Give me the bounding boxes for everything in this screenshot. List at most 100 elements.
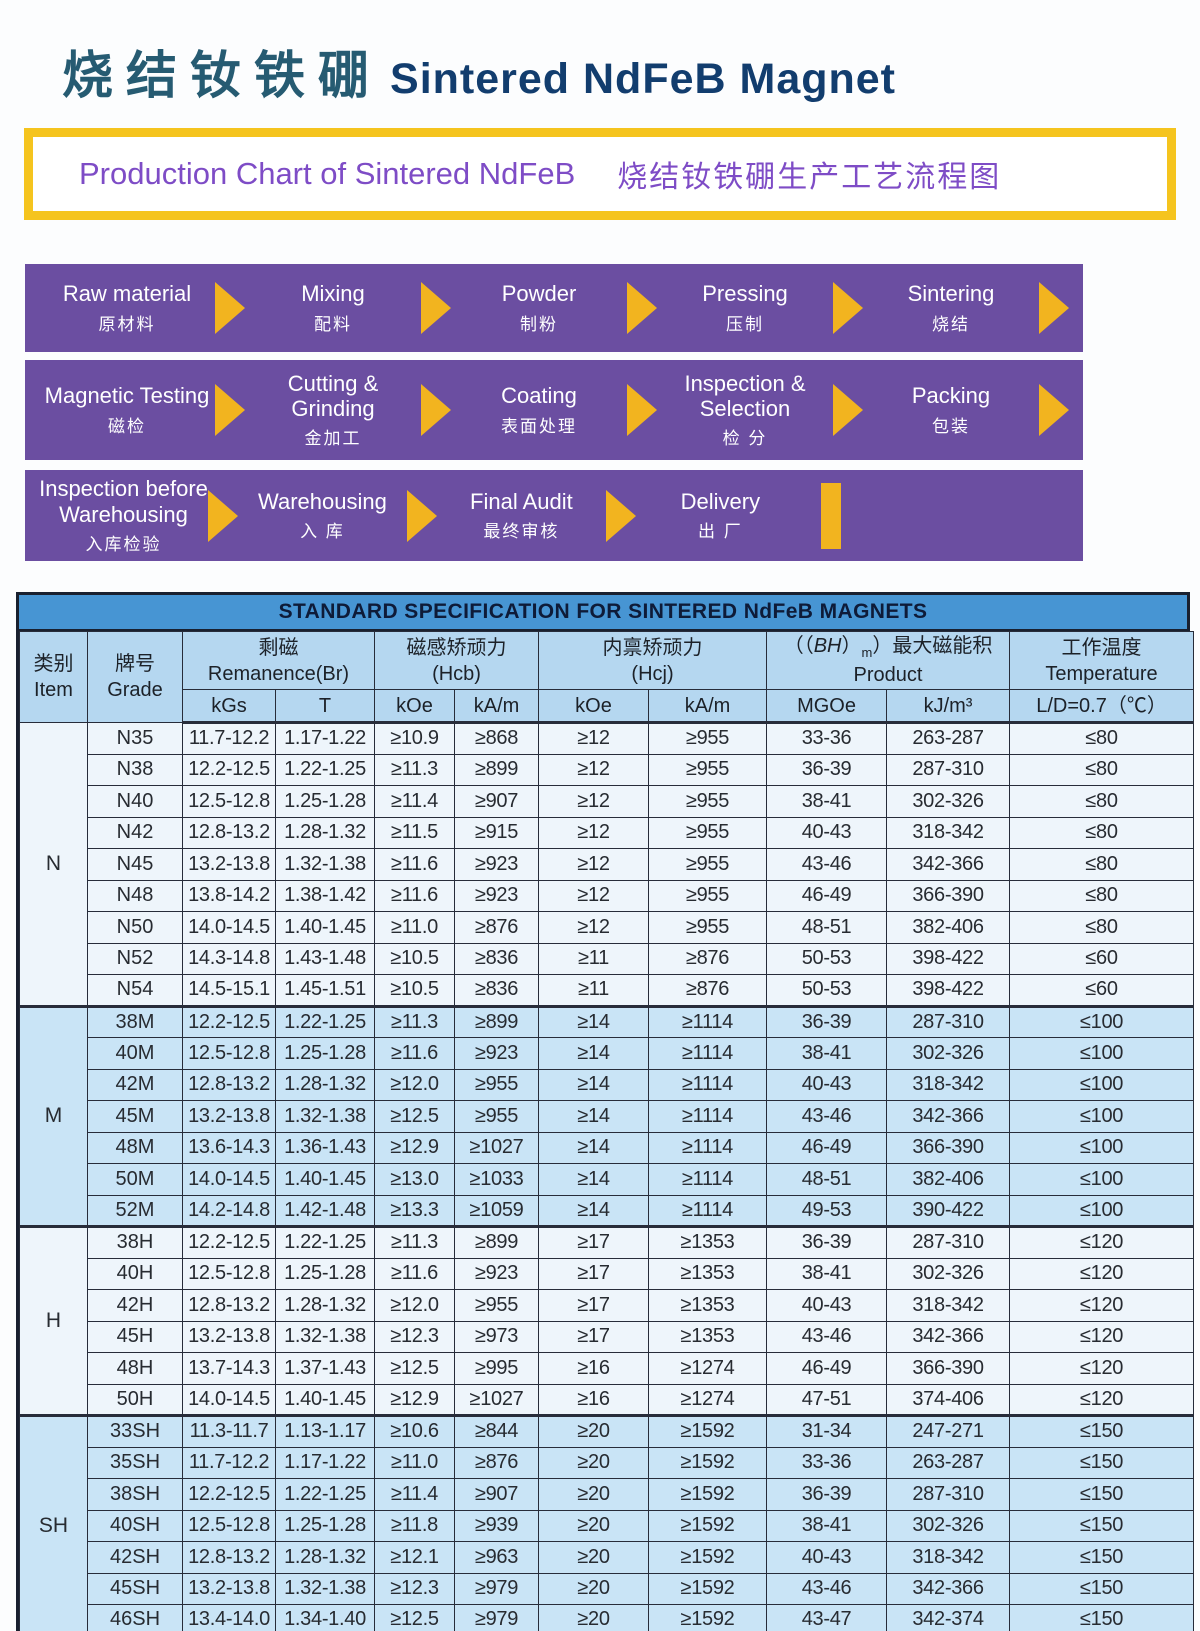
value-cell: 287-310 [886, 753, 1011, 786]
arrow-right-icon [627, 384, 657, 436]
value-cell: 50-53 [766, 942, 888, 975]
value-cell: ≥14 [538, 1037, 650, 1070]
col-item-en: Item [34, 679, 73, 701]
value-cell: ≥899 [454, 753, 540, 786]
value-cell: ≤60 [1009, 942, 1195, 975]
banner-text-cn: 烧结钕铁硼生产工艺流程图 [617, 161, 1002, 194]
value-cell: 1.25-1.28 [274, 785, 376, 818]
value-cell: 12.5-12.8 [182, 1509, 276, 1542]
grade-cell: N54 [87, 974, 183, 1008]
value-cell: ≥11.3 [374, 753, 456, 786]
flow-step-label-en: Final Audit [470, 488, 573, 514]
value-cell: 14.0-14.5 [182, 911, 276, 944]
value-cell: 398-422 [886, 974, 1011, 1008]
grade-cell: 50H [87, 1383, 183, 1417]
value-cell: 13.2-13.8 [182, 1320, 276, 1353]
value-cell: ≥12.1 [374, 1541, 456, 1574]
value-cell: 12.2-12.5 [182, 1478, 276, 1511]
value-cell: 14.2-14.8 [182, 1194, 276, 1228]
value-cell: 263-287 [886, 722, 1011, 755]
value-cell: 1.32-1.38 [274, 1100, 376, 1133]
grade-cell: 48H [87, 1352, 183, 1385]
value-cell: 1.22-1.25 [274, 1478, 376, 1511]
flow-step-label-en: Sintering [907, 281, 995, 307]
value-cell: 11.7-12.2 [182, 1446, 276, 1479]
flow-step-label-cn: 配料 [314, 314, 352, 334]
value-cell: ≤80 [1009, 816, 1195, 849]
item-group-SH: SH [19, 1415, 88, 1631]
spec-table: STANDARD SPECIFICATION FOR SINTERED NdFe… [16, 592, 1195, 1631]
flow-step-label-cn: 烧结 [932, 314, 970, 334]
value-cell: 1.28-1.32 [274, 1541, 376, 1574]
value-cell: ≥1353 [648, 1289, 768, 1322]
flow-step-label-cn: 金加工 [304, 429, 362, 449]
grade-cell: 45SH [87, 1572, 183, 1605]
value-cell: ≥1114 [648, 1100, 768, 1133]
grade-cell: N45 [87, 848, 183, 881]
value-cell: ≥11.0 [374, 911, 456, 944]
value-cell: ≥14 [538, 1100, 650, 1133]
grade-cell: 46SH [87, 1604, 183, 1631]
value-cell: 12.5-12.8 [182, 1037, 276, 1070]
value-cell: ≥11 [538, 942, 650, 975]
flow-step-cutting-grinding: Cutting & Grinding 金加工 [245, 371, 421, 450]
value-cell: 38-41 [766, 1509, 888, 1542]
grade-cell: 42SH [87, 1541, 183, 1574]
flow-step-magnetic-testing: Magnetic Testing 磁检 [39, 383, 215, 436]
value-cell: ≥11.6 [374, 1257, 456, 1290]
value-cell: ≥17 [538, 1257, 650, 1290]
value-cell: 342-366 [886, 1100, 1011, 1133]
value-cell: ≤120 [1009, 1257, 1195, 1290]
value-cell: 40-43 [766, 1289, 888, 1322]
col-remanence-cn: 剩磁 [258, 636, 299, 659]
value-cell: ≥12.9 [374, 1131, 456, 1164]
value-cell: 40-43 [766, 816, 888, 849]
value-cell: 342-366 [886, 1572, 1011, 1605]
value-cell: 1.28-1.32 [274, 816, 376, 849]
value-cell: ≥17 [538, 1289, 650, 1322]
value-cell: ≥12 [538, 722, 650, 755]
value-cell: 38-41 [766, 1037, 888, 1070]
value-cell: 46-49 [766, 1352, 888, 1385]
grade-cell: 40M [87, 1037, 183, 1070]
col-grade-header: 牌号 Grade [87, 631, 183, 723]
page-title: 烧结钕铁硼 Sintered NdFeB Magnet [0, 0, 1200, 108]
value-cell: ≥923 [454, 879, 540, 912]
value-cell: ≥10.9 [374, 722, 456, 755]
flow-step-label-cn: 出 厂 [698, 522, 743, 542]
spec-row-N35: N N35 11.7-12.2 1.17-1.22 ≥10.9 ≥868 ≥12 ≥955 33… [19, 722, 1195, 1008]
flow-step-label-cn: 入 库 [300, 522, 345, 542]
value-cell: 36-39 [766, 1478, 888, 1511]
grade-cell: N40 [87, 785, 183, 818]
value-cell: 1.40-1.45 [274, 1383, 376, 1417]
flow-step-raw-material: Raw material 原材料 [39, 281, 215, 334]
col-remanence-en: Remanence(Br) [207, 662, 350, 685]
value-cell: ≥12 [538, 785, 650, 818]
spec-row-50H: 50H 14.0-14.5 1.40-1.45 ≥12.9 ≥1027 ≥16 ≥1274 4… [20, 1383, 1195, 1417]
page-title-cn: 烧结钕铁硼 [62, 47, 383, 104]
value-cell: 12.8-13.2 [182, 1068, 276, 1101]
value-cell: ≥1592 [648, 1478, 768, 1511]
arrow-right-icon [833, 282, 863, 334]
value-cell: 50-53 [766, 974, 888, 1008]
value-cell: ≤150 [1009, 1446, 1195, 1479]
value-cell: ≥16 [538, 1352, 650, 1385]
value-cell: 1.22-1.25 [274, 1226, 376, 1259]
unit-mgoe: MGOe [766, 689, 888, 724]
flow-step-label-en: Pressing [702, 281, 788, 307]
spec-row-42H: 42H 12.8-13.2 1.28-1.32 ≥12.0 ≥955 ≥17 ≥1353 40… [20, 1289, 1195, 1322]
value-cell: ≥1592 [648, 1509, 768, 1542]
spec-row-40M: 40M 12.5-12.8 1.25-1.28 ≥11.6 ≥923 ≥14 ≥1114 38… [20, 1037, 1195, 1070]
arrow-right-icon [627, 282, 657, 334]
value-cell: 342-374 [886, 1604, 1011, 1631]
value-cell: ≥11.6 [374, 848, 456, 881]
value-cell: ≥1592 [648, 1415, 768, 1448]
value-cell: ≤80 [1009, 753, 1195, 786]
flow-step-label-cn: 磁检 [108, 416, 146, 436]
value-cell: ≥907 [454, 785, 540, 818]
value-cell: 13.4-14.0 [182, 1604, 276, 1631]
flow-row-2: Magnetic Testing 磁检 Cutting & Grinding 金加工 C… [25, 360, 1083, 460]
value-cell: ≥20 [538, 1509, 650, 1542]
value-cell: ≥16 [538, 1383, 650, 1417]
flow-step-pressing: Pressing 压制 [657, 281, 833, 334]
